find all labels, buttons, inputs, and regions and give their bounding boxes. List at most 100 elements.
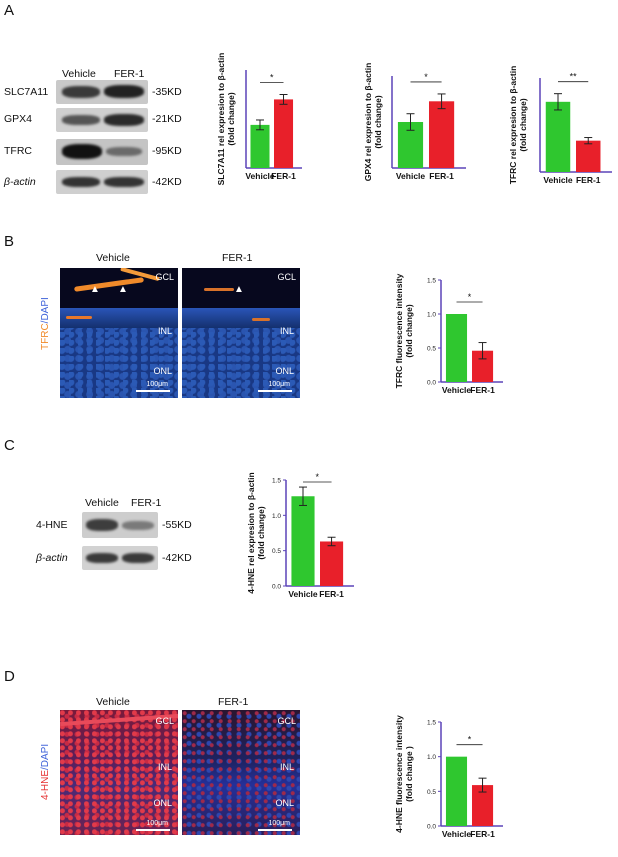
layer-label-inl: INL — [279, 762, 294, 772]
tfrc-vessel — [66, 316, 92, 319]
chart-category-label: Vehicle — [543, 175, 573, 185]
layer-label-inl: INL — [157, 762, 172, 772]
blot-band — [62, 86, 100, 98]
chart-tick-label: 1.0 — [427, 754, 436, 761]
tfrc-vessel — [252, 318, 270, 321]
blot-a-protein-gpx4: GPX4 — [4, 113, 33, 125]
panel-b-title-vehicle: Vehicle — [96, 252, 130, 264]
chart-tick-label: 1.0 — [272, 513, 281, 520]
chart-tick-label: 0.5 — [272, 548, 281, 555]
chart-bar — [472, 785, 494, 826]
chart-y-label: GPX4 rel expresion to β-actin(fold chang… — [363, 63, 383, 182]
layer-label-onl: ONL — [153, 366, 172, 376]
chart-category-label: Vehicle — [442, 385, 472, 395]
scale-bar — [258, 829, 292, 831]
layer-label-gcl: GCL — [277, 272, 296, 282]
chart-tick-label: 0.5 — [427, 346, 436, 353]
chart-category-label: Vehicle — [442, 829, 472, 839]
chart-tick-label: 0.5 — [427, 789, 436, 796]
blot-band — [86, 519, 118, 531]
blot-a-strip-tfrc — [56, 139, 148, 165]
chart-category-label: Vehicle — [288, 589, 318, 599]
chart-y-label: TFRC fluorescence intensity(fold change) — [394, 273, 414, 388]
arrowhead-icon: ▲ — [234, 284, 244, 295]
blot-c-protein-4hne: 4-HNE — [36, 519, 68, 531]
blot-band — [62, 115, 100, 125]
scale-bar — [258, 390, 292, 392]
scale-bar — [136, 390, 170, 392]
chart-y-label: TFRC rel expresion to β-actin(fold chang… — [508, 66, 528, 185]
blot-band — [122, 521, 154, 530]
chart-bar — [429, 101, 455, 168]
blot-a-group-fer1: FER-1 — [114, 68, 145, 80]
blot-a-protein-actin: β-actin — [4, 176, 36, 188]
inl-layer — [60, 308, 178, 328]
chart-tick-label: 1.5 — [272, 478, 281, 485]
inl-layer — [182, 308, 300, 328]
panel-b-title-fer1: FER-1 — [222, 252, 253, 264]
micrograph-d-fer1: GCL INL ONL 100μm — [182, 710, 300, 835]
layer-label-inl: INL — [279, 326, 294, 336]
blot-band — [122, 553, 154, 563]
chart-sig-label: * — [270, 73, 274, 83]
blot-a-size-tfrc: -95KD — [152, 145, 182, 157]
micrograph-b-vehicle: GCL INL ONL 100μm ▲ ▲ — [60, 268, 178, 398]
arrowhead-icon: ▲ — [118, 284, 128, 295]
blot-a-size-actin: -42KD — [152, 176, 182, 188]
panel-d-title-fer1: FER-1 — [218, 696, 249, 708]
blot-band — [104, 114, 144, 126]
chart-tick-label: 0.0 — [272, 584, 281, 591]
blot-a-strip-gpx4 — [56, 108, 148, 132]
chart-category-label: FER-1 — [271, 171, 296, 181]
micrograph-b-fer1: GCL INL ONL 100μm ▲ — [182, 268, 300, 398]
layer-label-gcl: GCL — [155, 272, 174, 282]
blot-band — [104, 85, 144, 98]
layer-label-onl: ONL — [275, 798, 294, 808]
layer-label-onl: ONL — [275, 366, 294, 376]
chart-category-label: Vehicle — [245, 171, 275, 181]
scale-bar — [136, 829, 170, 831]
chart-y-label: SLC7A11 rel expresion to β-actin(fold ch… — [216, 53, 236, 186]
blot-band — [106, 147, 142, 156]
chart-tick-label: 1.5 — [427, 278, 436, 285]
blot-band — [62, 144, 102, 159]
chart-tick-label: 0.0 — [427, 380, 436, 387]
chart-bar — [472, 350, 494, 382]
blot-band — [86, 553, 118, 563]
layer-label-onl: ONL — [153, 798, 172, 808]
panel-d-label: D — [4, 668, 15, 685]
chart-bar — [320, 541, 344, 586]
chart-y-label: 4-HNE fluorescence intensity(fold change… — [394, 715, 414, 833]
chart-category-label: FER-1 — [470, 829, 495, 839]
panel-c-label: C — [4, 437, 15, 454]
blot-a-strip-actin — [56, 170, 148, 194]
blot-c-strip-4hne — [82, 512, 158, 538]
chart-category-label: FER-1 — [319, 589, 344, 599]
chart-category-label: Vehicle — [396, 171, 426, 181]
tfrc-vessel — [204, 288, 234, 291]
panel-b-label: B — [4, 233, 15, 250]
panel-a-label: A — [4, 2, 15, 19]
scale-label: 100μm — [146, 820, 168, 827]
chart-tick-label: 1.0 — [427, 312, 436, 319]
arrowhead-icon: ▲ — [90, 284, 100, 295]
blot-band — [104, 177, 144, 187]
chart-bar — [291, 496, 315, 586]
panel-d-title-vehicle: Vehicle — [96, 696, 130, 708]
chart-bar — [545, 101, 571, 172]
chart-bar — [576, 140, 601, 172]
chart-bar — [274, 99, 294, 168]
blot-a-protein-slc7a11: SLC7A11 — [4, 86, 49, 98]
blot-a-protein-tfrc: TFRC — [4, 145, 32, 157]
chart-sig-label: * — [468, 735, 472, 745]
blot-a-size-gpx4: -21KD — [152, 113, 182, 125]
chart-sig-label: * — [468, 292, 472, 302]
blot-a-size-slc7a11: -35KD — [152, 86, 182, 98]
chart-category-label: FER-1 — [470, 385, 495, 395]
scale-label: 100μm — [268, 820, 290, 827]
blot-c-protein-actin: β-actin — [36, 552, 68, 564]
scale-label: 100μm — [268, 381, 290, 388]
chart-category-label: FER-1 — [429, 171, 454, 181]
dapi-layer — [182, 710, 300, 835]
